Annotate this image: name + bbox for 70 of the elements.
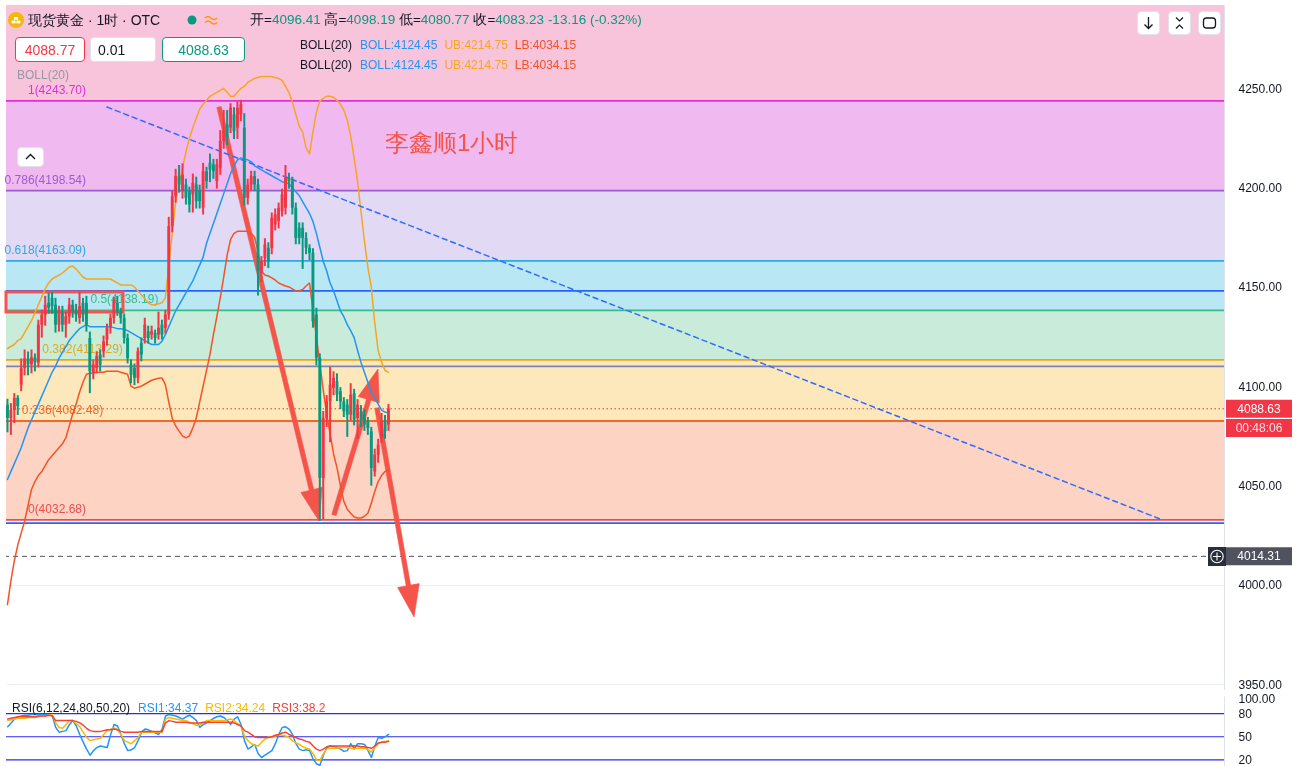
- text: LB:4034.15: [514, 38, 577, 52]
- series-label: RSI3:38.2: [272, 701, 326, 715]
- text: UB:4214.75: [444, 58, 508, 72]
- ref-line-label: 0(4032.68): [27, 501, 86, 516]
- candlestick: [30, 349, 33, 374]
- candlestick: [139, 337, 143, 362]
- text: 开=4096.41 高=4098.19 低=4080.77 收=4083.23 -13.16 (-0.32%): [250, 12, 642, 27]
- y-tick-label: 4250.00: [1238, 81, 1283, 96]
- line-series: [6, 714, 390, 752]
- y-tick-label: 4200.00: [1238, 181, 1283, 196]
- candlestick: [225, 110, 229, 145]
- candlestick: [266, 242, 270, 269]
- candlestick: [362, 409, 366, 431]
- candlestick: [198, 184, 202, 209]
- candlestick: [157, 311, 160, 340]
- candlestick: [301, 222, 305, 269]
- candlestick: [194, 176, 198, 209]
- ref-line-label: 4014.31: [1237, 549, 1282, 564]
- series-label: RSI1:34.37: [138, 701, 199, 715]
- candlestick: [78, 291, 81, 324]
- y-tick-label: 80: [1238, 707, 1253, 722]
- time-tag: 00:48:06: [1226, 419, 1292, 437]
- text: BOLL:4124.45: [360, 38, 438, 52]
- text-field: 0.01: [90, 37, 156, 62]
- candlestick: [26, 351, 30, 376]
- candlestick: [380, 413, 384, 443]
- y-tick-label: 4100.00: [1238, 379, 1283, 394]
- annotation: 4088.77: [24, 41, 76, 58]
- annotation: 0.01: [98, 41, 126, 58]
- candlestick: [349, 383, 353, 421]
- candlestick: [181, 163, 184, 199]
- y-tick-label: 20: [1238, 753, 1253, 766]
- candlestick: [177, 165, 181, 193]
- text: 现货黄金 · 1时 · OTC: [28, 12, 161, 28]
- y-tick-label: 100.00: [1238, 691, 1276, 706]
- candlestick: [191, 173, 195, 213]
- line-series: [6, 230, 390, 606]
- legend-title: BOLL(20): [300, 38, 353, 52]
- annotation: BOLL(20): [17, 68, 70, 82]
- text: LB:4034.15: [514, 58, 577, 72]
- y-tick-label: 4000.00: [1238, 578, 1283, 593]
- candlestick: [143, 317, 147, 344]
- candlestick: [60, 305, 64, 332]
- text: BOLL:4124.45: [360, 58, 438, 72]
- ref-line-label: 1(4243.70): [27, 82, 86, 97]
- text: RSI(6,12,24,80,50,20): [12, 701, 131, 715]
- y-tick-label: 4150.00: [1238, 280, 1283, 295]
- candlestick: [6, 398, 9, 433]
- ref-line-label: 4088.63: [1237, 401, 1282, 416]
- line-series: [6, 157, 390, 481]
- annotation: 李鑫顺1小时: [385, 129, 519, 156]
- candlestick: [284, 165, 287, 215]
- candlestick: [229, 103, 233, 134]
- y-tick-label: 4050.00: [1238, 478, 1283, 493]
- y-tick-label: 3950.00: [1238, 677, 1283, 692]
- candlestick: [84, 295, 88, 332]
- series-label: RSI2:34.24: [205, 701, 266, 715]
- text: BOLL(20): [300, 58, 353, 72]
- candlestick: [47, 292, 51, 314]
- text-field: 4088.77: [15, 37, 85, 62]
- candlestick: [133, 363, 136, 386]
- annotation: 4088.63: [178, 41, 229, 58]
- text: UB:4214.75: [444, 38, 508, 52]
- candlestick: [235, 101, 239, 139]
- candlestick: [387, 404, 390, 431]
- ref-line-label: 0.618(4163.09): [4, 242, 86, 257]
- y-tick-label: 50: [1238, 730, 1253, 745]
- candlestick: [345, 399, 349, 437]
- text-field: 4088.63: [162, 37, 245, 62]
- candlestick: [57, 305, 61, 332]
